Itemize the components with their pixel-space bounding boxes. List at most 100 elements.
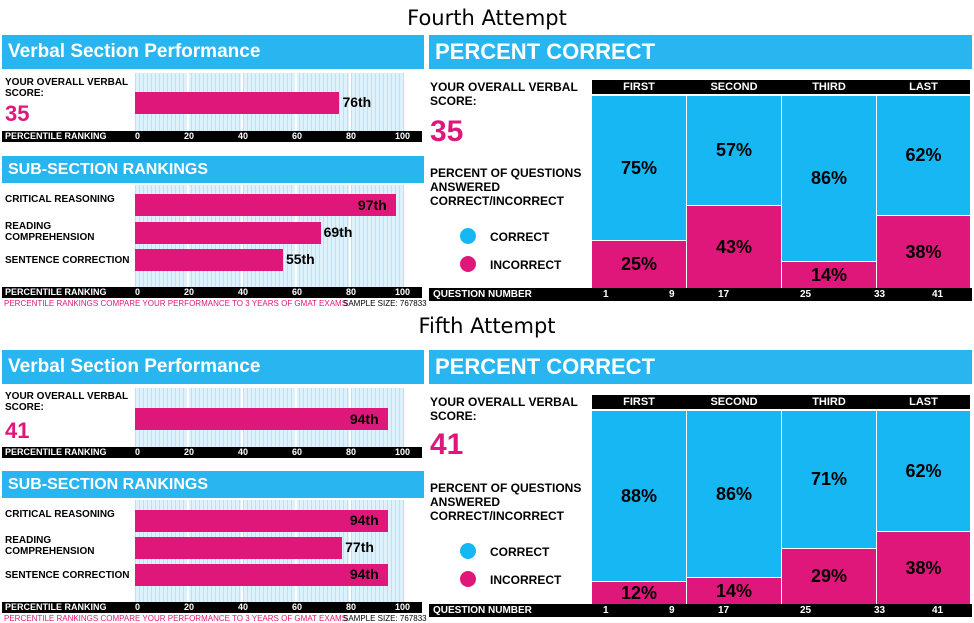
tick-label: 60 — [292, 602, 303, 612]
tick-label: 9 — [669, 289, 675, 300]
overall-percentile-label: 94th — [349, 411, 379, 427]
correct-cell: 86% — [782, 96, 876, 261]
sample-size: SAMPLE SIZE: 767833 — [343, 299, 427, 308]
subsection-bar-label: 55th — [285, 251, 315, 267]
tick-label: 1 — [603, 605, 609, 616]
percentile-axis: PERCENTILE RANKING 0 20 40 60 80 100 — [2, 602, 422, 613]
percentile-note: PERCENTILE RANKINGS COMPARE YOUR PERFORM… — [4, 299, 348, 308]
subsection-bar — [135, 222, 321, 244]
tick-label: 41 — [932, 289, 944, 300]
column-header: LAST — [909, 81, 938, 93]
subsection-bar — [135, 194, 396, 216]
tick-label: 20 — [184, 602, 195, 612]
correct-label: 86% — [810, 168, 848, 188]
verbal-performance-header: Verbal Section Performance — [2, 35, 424, 69]
incorrect-cell: 29% — [782, 549, 876, 604]
correct-cell: 57% — [687, 96, 781, 205]
overall-percentile-bar — [135, 92, 340, 114]
tick-label: 60 — [292, 287, 303, 297]
percent-questions-label: PERCENT OF QUESTIONS ANSWERED CORRECT/IN… — [430, 166, 582, 208]
tick-label: 0 — [135, 602, 141, 612]
right-overall-label: YOUR OVERALL VERBAL SCORE: — [430, 395, 578, 423]
subsection-bar-label: 77th — [345, 539, 374, 555]
correct-label: 71% — [810, 469, 848, 489]
tick-label: 17 — [718, 289, 730, 300]
subsection-bar-label: 94th — [349, 566, 379, 582]
tick-label: 60 — [292, 447, 303, 457]
tick-label: 80 — [346, 287, 357, 297]
sample-size: SAMPLE SIZE: 767833 — [343, 614, 427, 623]
percentile-axis: PERCENTILE RANKING 0 20 40 60 80 100 — [2, 447, 422, 458]
tick-label: 100 — [395, 447, 411, 457]
tick-label: 0 — [135, 287, 141, 297]
tick-label: 40 — [238, 131, 249, 141]
tick-label: 80 — [346, 131, 357, 141]
tick-label: 0 — [135, 447, 141, 457]
question-axis: QUESTION NUMBER 1 9 17 25 33 41 — [429, 288, 972, 301]
overall-percentile-panel: 94th — [135, 388, 404, 447]
percentile-axis: PERCENTILE RANKING 0 20 40 60 80 100 — [2, 287, 422, 298]
percent-correct-chart: FIRST SECOND THIRD LAST 75% 25% 57% 43% … — [592, 80, 970, 288]
incorrect-label: 12% — [620, 582, 658, 603]
column-header: THIRD — [812, 396, 846, 408]
tick-label: 40 — [238, 447, 249, 457]
correct-legend-icon — [460, 228, 476, 244]
legend-label: INCORRECT — [490, 258, 562, 272]
tick-label: 1 — [603, 289, 609, 300]
column-header: FIRST — [623, 396, 655, 408]
incorrect-legend-icon — [460, 256, 476, 272]
tick-label: 40 — [238, 602, 249, 612]
correct-label: 62% — [905, 145, 942, 165]
overall-score: 41 — [5, 418, 30, 443]
subsection-bar — [135, 537, 343, 559]
subsection-bar-label: 94th — [349, 512, 379, 528]
sub-section-header: SUB-SECTION RANKINGS — [2, 156, 424, 183]
subsection-label: READING COMPREHENSION — [5, 221, 95, 243]
subsection-bar — [135, 564, 388, 586]
subsection-label: CRITICAL REASONING — [5, 194, 115, 205]
percentile-axis-label: PERCENTILE RANKING — [5, 602, 107, 612]
correct-cell: 75% — [592, 96, 686, 240]
overall-score-label: YOUR OVERALL VERBAL SCORE: — [5, 391, 128, 413]
incorrect-label: 38% — [905, 557, 942, 578]
tick-label: 33 — [874, 605, 886, 616]
percent-correct-header: PERCENT CORRECT — [429, 350, 972, 384]
incorrect-cell: 12% — [592, 582, 686, 604]
overall-score: 35 — [5, 101, 30, 126]
column-header: THIRD — [812, 81, 846, 93]
legend-label: CORRECT — [490, 545, 550, 559]
percent-correct-header: PERCENT CORRECT — [429, 35, 972, 69]
question-axis: QUESTION NUMBER 1 9 17 25 33 41 — [429, 604, 972, 617]
subsection-label: SENTENCE CORRECTION — [5, 570, 130, 581]
incorrect-label: 38% — [905, 241, 942, 262]
incorrect-legend-icon — [460, 571, 476, 587]
incorrect-label: 25% — [620, 254, 658, 274]
subsection-bar — [135, 249, 283, 271]
incorrect-label: 43% — [715, 236, 753, 257]
overall-percentile-bar — [135, 408, 388, 430]
attempt-section: Verbal Section Performance YOUR OVERALL … — [0, 35, 974, 335]
correct-cell: 62% — [877, 96, 970, 215]
percentile-axis-label: PERCENTILE RANKING — [5, 287, 107, 297]
column-header: LAST — [909, 396, 938, 408]
tick-label: 41 — [932, 605, 944, 616]
tick-label: 20 — [184, 287, 195, 297]
attempt-section: Verbal Section Performance YOUR OVERALL … — [0, 350, 974, 623]
tick-label: 60 — [292, 131, 303, 141]
legend-label: INCORRECT — [490, 573, 562, 587]
right-overall-score: 35 — [430, 115, 464, 148]
subsection-bar-label: 69th — [323, 224, 353, 240]
correct-label: 75% — [620, 157, 658, 178]
incorrect-cell: 14% — [782, 262, 876, 288]
subsection-label: READING COMPREHENSION — [5, 535, 95, 557]
subsection-panel: 97th 69th 55th — [135, 185, 404, 287]
tick-label: 17 — [718, 605, 730, 616]
sub-section-header: SUB-SECTION RANKINGS — [2, 471, 424, 498]
incorrect-label: 29% — [810, 566, 848, 586]
tick-label: 100 — [395, 131, 411, 141]
correct-label: 86% — [715, 483, 753, 504]
percentile-axis-label: PERCENTILE RANKING — [5, 131, 107, 141]
correct-cell: 86% — [687, 411, 781, 577]
incorrect-cell: 25% — [592, 241, 686, 288]
incorrect-label: 14% — [715, 580, 753, 601]
